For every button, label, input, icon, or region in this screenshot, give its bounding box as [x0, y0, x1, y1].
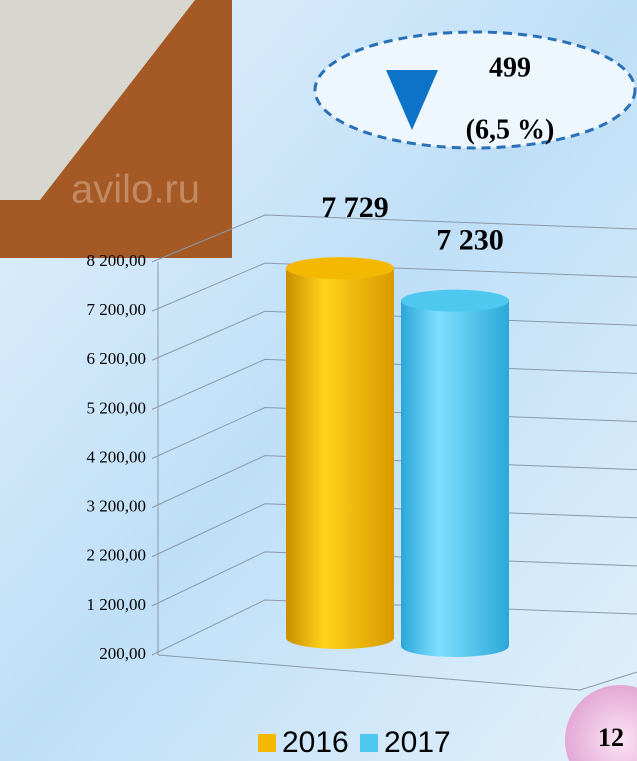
- bar: [401, 300, 509, 657]
- callout: [313, 30, 637, 150]
- grid-line: [151, 214, 637, 263]
- value-label: 7 729: [321, 191, 389, 224]
- y-tick-label: 2 200,00: [87, 546, 147, 565]
- grid-line: [151, 551, 637, 607]
- bar-top: [401, 289, 509, 312]
- floor: [157, 654, 637, 691]
- bar-top: [286, 257, 394, 280]
- annotation: 499: [489, 52, 531, 83]
- legend-swatch: [360, 734, 378, 752]
- value-label: 7 230: [436, 224, 504, 257]
- y-tick-label: 200,00: [99, 644, 146, 663]
- legend-label: 2017: [384, 726, 451, 759]
- down-arrow: [386, 70, 438, 130]
- y-tick-label: 4 200,00: [87, 447, 147, 466]
- decoration: [565, 685, 637, 761]
- grid-line: [151, 262, 637, 312]
- grid-line: [151, 455, 637, 509]
- bar: [286, 268, 394, 649]
- annotation: (6,5 %): [466, 114, 555, 145]
- y-tick-label: 5 200,00: [87, 398, 147, 417]
- grid-line: [151, 599, 637, 656]
- legend-swatch: [258, 734, 276, 752]
- y-tick-label: 3 200,00: [87, 497, 147, 516]
- y-tick-label: 1 200,00: [87, 595, 147, 614]
- legend-label: 2016: [282, 726, 349, 759]
- grid-line: [151, 358, 637, 410]
- watermark: avilo.ru: [71, 168, 200, 212]
- photo: avilo.ru: [0, 0, 232, 258]
- grid-line: [151, 503, 637, 558]
- grid-line: [151, 310, 637, 361]
- grid-line: [151, 406, 637, 459]
- y-tick-label: 8 200,00: [87, 251, 147, 270]
- y-tick-label: 7 200,00: [87, 300, 147, 319]
- y-tick-label: 6 200,00: [87, 349, 147, 368]
- page-number: 12: [598, 723, 624, 752]
